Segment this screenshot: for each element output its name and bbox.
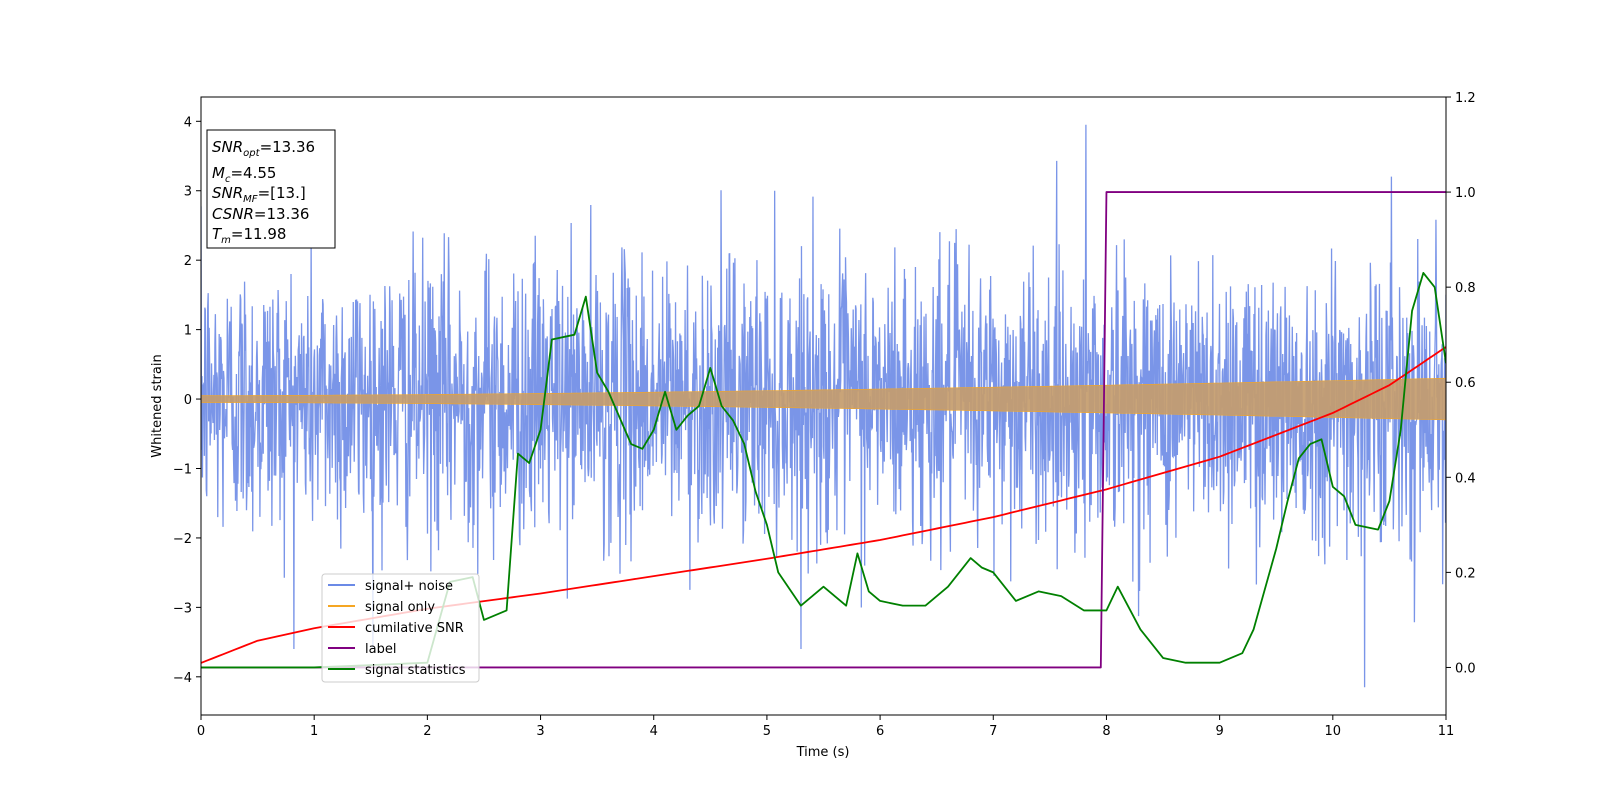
annotation-snr-mf: SNRMF=[13.] <box>212 184 306 205</box>
y2-tick-label: 1.2 <box>1455 91 1476 106</box>
x-tick-label: 7 <box>989 724 997 739</box>
y-tick-label: 4 <box>184 115 192 130</box>
legend-label-cumulative-snr: cumilative SNR <box>365 621 464 636</box>
y-tick-label: 0 <box>184 393 192 408</box>
x-tick-label: 10 <box>1325 724 1342 739</box>
y2-tick-label: 0.4 <box>1455 471 1476 486</box>
annotation-csnr: CSNR=13.36 <box>212 205 309 223</box>
signal-statistics-line <box>201 271 1446 669</box>
x-tick-label: 9 <box>1215 724 1223 739</box>
plot-frame <box>200 96 1447 716</box>
legend: signal+ noise signal only cumilative SNR… <box>321 573 480 683</box>
signal-plus-noise-line <box>201 124 1446 688</box>
y2-tick-label: 0.0 <box>1455 661 1476 676</box>
plot-area <box>201 124 1446 688</box>
x-axis-label: Time (s) <box>796 745 850 760</box>
y2-tick-label: 1.0 <box>1455 186 1476 201</box>
y-tick-label: −3 <box>173 601 192 616</box>
y-axis-label: Whitened strain <box>150 354 165 457</box>
signal-only-series <box>201 377 1446 421</box>
signal-plus-noise-series <box>201 124 1446 688</box>
legend-label-signal-statistics: signal statistics <box>365 663 466 678</box>
signal-only-envelope <box>201 377 1446 421</box>
x-tick-label: 2 <box>423 724 431 739</box>
label-line <box>201 191 1446 669</box>
y-tick-label: 3 <box>184 185 192 200</box>
y-axis-ticks: −4 −3 −2 −1 0 1 2 3 4 <box>173 115 201 686</box>
x-tick-label: 3 <box>536 724 544 739</box>
legend-label-signal-noise: signal+ noise <box>365 579 453 594</box>
x-tick-label: 5 <box>763 724 771 739</box>
legend-label-label: label <box>365 642 396 657</box>
x-tick-label: 1 <box>310 724 318 739</box>
x-axis-ticks: 0 1 2 3 4 5 6 7 8 9 10 11 <box>197 715 1454 739</box>
y-tick-label: 1 <box>184 324 192 339</box>
stats-annotation-box: SNRopt=13.36 Mc=4.55 SNRMF=[13.] CSNR=13… <box>206 129 336 249</box>
x-tick-label: 0 <box>197 724 205 739</box>
y-tick-label: −4 <box>173 671 192 686</box>
annotation-snr-opt: SNRopt=13.36 <box>212 138 315 159</box>
x-tick-label: 11 <box>1438 724 1455 739</box>
legend-label-signal-only: signal only <box>365 600 435 615</box>
x-tick-label: 4 <box>650 724 658 739</box>
y2-tick-label: 0.8 <box>1455 281 1476 296</box>
y2-axis-ticks: 0.0 0.2 0.4 0.6 0.8 1.0 1.2 <box>1446 91 1476 676</box>
x-tick-label: 8 <box>1102 724 1110 739</box>
y-tick-label: −1 <box>173 462 192 477</box>
annotation-tm: Tm=11.98 <box>212 225 286 246</box>
x-tick-label: 6 <box>876 724 884 739</box>
annotation-mc: Mc=4.55 <box>212 164 276 185</box>
legend-frame <box>321 573 480 683</box>
y-tick-label: 2 <box>184 254 192 269</box>
y2-tick-label: 0.2 <box>1455 566 1476 581</box>
y2-tick-label: 0.6 <box>1455 376 1476 391</box>
y-tick-label: −2 <box>173 532 192 547</box>
